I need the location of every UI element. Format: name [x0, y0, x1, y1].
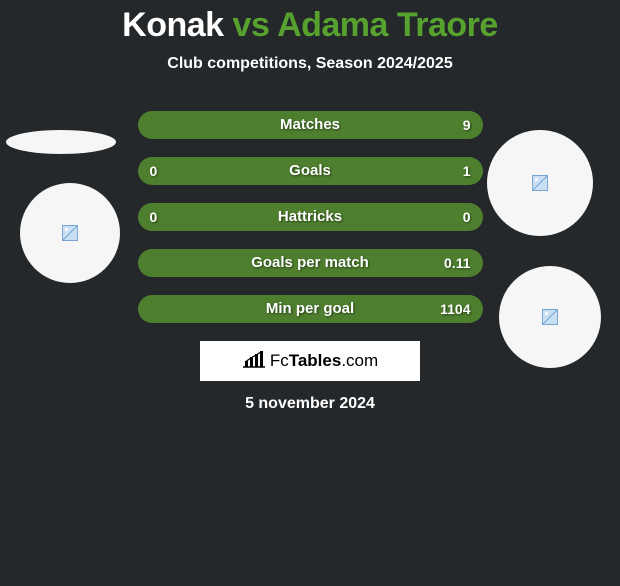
- comparison-title: Konak vs Adama Traore: [0, 6, 620, 45]
- player2-avatar-top: [487, 130, 593, 236]
- placeholder-image-icon: [542, 309, 558, 325]
- stat-right-value: 1104: [440, 295, 470, 323]
- stat-right-value: 0: [463, 203, 471, 231]
- bar-chart-icon: [242, 350, 266, 373]
- subtitle: Club competitions, Season 2024/2025: [0, 55, 620, 73]
- player2-avatar-bottom: [499, 266, 601, 368]
- placeholder-image-icon: [62, 225, 78, 241]
- stat-right-value: 0.11: [444, 249, 470, 277]
- stat-row: Goals per match0.11: [138, 249, 483, 277]
- vs-label: vs: [233, 6, 270, 44]
- stat-row: Min per goal1104: [138, 295, 483, 323]
- stat-right-value: 9: [463, 111, 471, 139]
- stat-row: 0Hattricks0: [138, 203, 483, 231]
- player2-name: Adama Traore: [277, 6, 498, 44]
- stat-label: Goals: [138, 157, 483, 185]
- stat-row: 0Goals1: [138, 157, 483, 185]
- stat-label: Hattricks: [138, 203, 483, 231]
- brand-label: FcTables.com: [270, 351, 378, 371]
- stat-label: Min per goal: [138, 295, 483, 323]
- brand-box[interactable]: FcTables.com: [200, 341, 420, 381]
- player1-avatar-shadow: [6, 130, 116, 154]
- player1-name: Konak: [122, 6, 223, 44]
- placeholder-image-icon: [532, 175, 548, 191]
- date-label: 5 november 2024: [0, 395, 620, 413]
- stat-row: Matches9: [138, 111, 483, 139]
- stat-right-value: 1: [463, 157, 471, 185]
- stats-container: Matches90Goals10Hattricks0Goals per matc…: [138, 111, 483, 323]
- stat-label: Goals per match: [138, 249, 483, 277]
- player1-avatar: [20, 183, 120, 283]
- stat-label: Matches: [138, 111, 483, 139]
